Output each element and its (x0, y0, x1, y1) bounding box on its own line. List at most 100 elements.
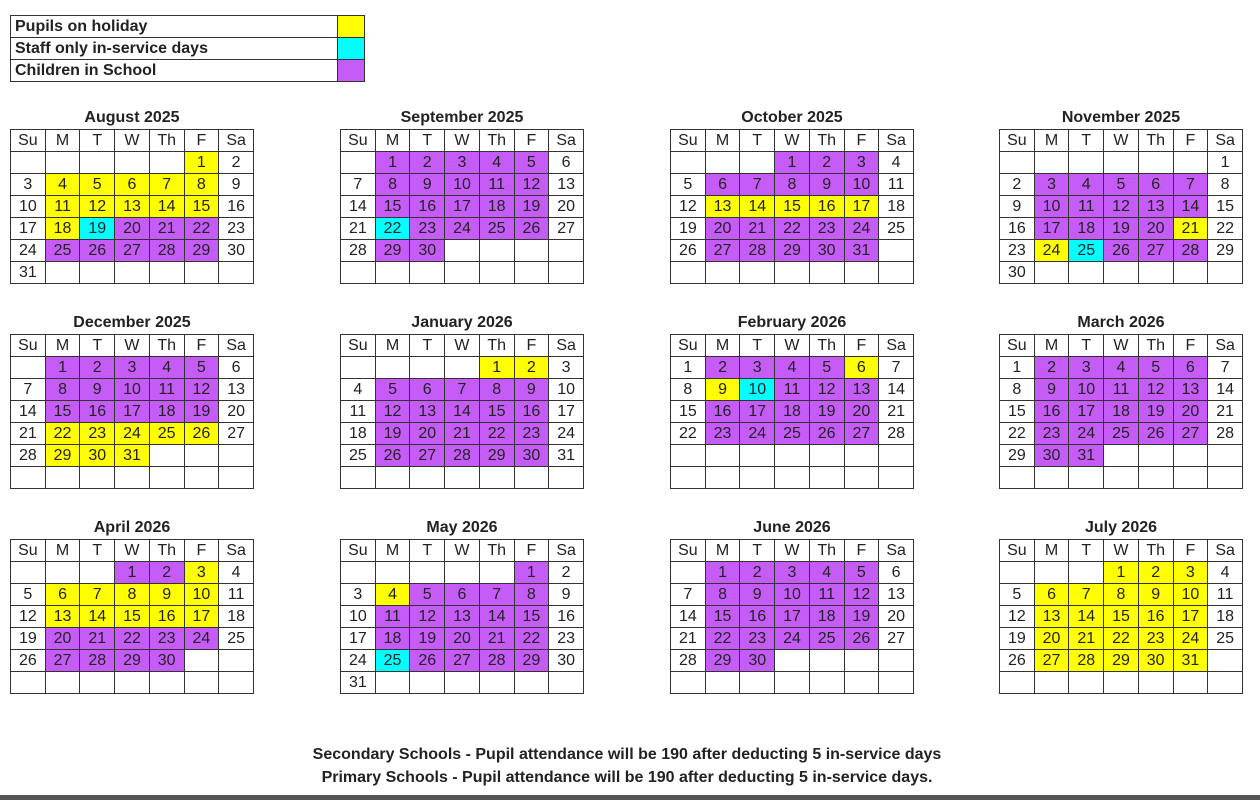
day-cell: 26 (808, 422, 845, 445)
week-row (670, 261, 914, 284)
day-cell: 3 (1172, 561, 1209, 584)
day-cell: 1 (114, 561, 150, 584)
day-cell: 15 (1207, 195, 1243, 218)
day-cell: 15 (999, 400, 1035, 423)
day-cell: 20 (704, 217, 741, 240)
day-cell: 17 (1033, 217, 1070, 240)
day-cell: 14 (1172, 195, 1209, 218)
weekday-header: Th (148, 539, 185, 562)
day-cell: 1 (774, 151, 810, 174)
empty-cell (999, 151, 1035, 174)
weekday-header: Su (670, 539, 706, 562)
week-row: 24 25 26 27 28 29 30 (340, 649, 584, 672)
empty-cell (10, 466, 46, 489)
empty-cell (739, 671, 776, 694)
day-cell: 28 (340, 239, 376, 262)
empty-cell (808, 466, 845, 489)
day-cell: 6 (704, 173, 741, 196)
day-cell: 28 (1068, 649, 1105, 672)
day-cell: 22 (704, 627, 741, 650)
month-grid: Su M T W Th F Sa 1 2 3 4 5 6 7 8 9 10 11 12 13 14 15 16 17 18 19 2… (670, 334, 914, 489)
day-cell: 9 (218, 173, 254, 196)
weekday-header: Th (478, 539, 515, 562)
day-cell: 25 (1103, 422, 1139, 445)
empty-cell (1068, 151, 1105, 174)
day-cell: 28 (878, 422, 914, 445)
day-cell: 18 (340, 422, 376, 445)
day-cell: 29 (374, 239, 411, 262)
day-cell: 17 (548, 400, 584, 423)
day-cell: 21 (10, 422, 46, 445)
day-cell: 4 (1207, 561, 1243, 584)
day-cell: 3 (1068, 356, 1105, 379)
empty-cell (1068, 261, 1105, 284)
weekday-header: W (774, 539, 810, 562)
weekday-header: Su (670, 334, 706, 357)
day-cell: 2 (218, 151, 254, 174)
empty-cell (409, 561, 446, 584)
weekday-header: Su (10, 539, 46, 562)
day-cell: 5 (183, 356, 220, 379)
empty-cell (10, 151, 46, 174)
day-cell: 16 (148, 605, 185, 628)
day-cell: 24 (340, 649, 376, 672)
weekday-header: Sa (1207, 539, 1243, 562)
day-cell: 19 (183, 400, 220, 423)
empty-cell (739, 444, 776, 467)
month-calendar: July 2026 Su M T W Th F Sa 1 2 3 4 5 6 7 8 9 10 11 12 13 14 15… (999, 517, 1243, 694)
day-cell: 19 (409, 627, 446, 650)
day-cell: 25 (808, 627, 845, 650)
day-cell: 22 (999, 422, 1035, 445)
week-row: 31 (340, 671, 584, 694)
day-cell: 15 (478, 400, 515, 423)
month-grid: Su M T W Th F Sa 1 2 3 4 5 6 7 8 9 10 11 12 13 14 15 16 17 18 19 2… (999, 129, 1243, 284)
empty-cell (999, 671, 1035, 694)
day-cell: 19 (374, 422, 411, 445)
week-row: 17 18 19 20 21 22 23 (10, 217, 254, 240)
day-cell: 13 (843, 378, 880, 401)
empty-cell (183, 671, 220, 694)
empty-cell (548, 261, 584, 284)
day-cell: 22 (513, 627, 550, 650)
day-cell: 21 (148, 217, 185, 240)
day-cell: 5 (670, 173, 706, 196)
empty-cell (670, 671, 706, 694)
day-cell: 17 (843, 195, 880, 218)
empty-cell (878, 261, 914, 284)
day-cell: 8 (114, 583, 150, 606)
week-row: 25 26 27 28 29 30 31 (340, 444, 584, 467)
day-cell: 25 (1068, 239, 1105, 262)
day-cell: 23 (79, 422, 116, 445)
day-cell: 25 (1207, 627, 1243, 650)
empty-cell (704, 261, 741, 284)
empty-cell (1033, 466, 1070, 489)
week-row: 24 25 26 27 28 29 30 (10, 239, 254, 262)
empty-cell (114, 671, 150, 694)
day-cell: 16 (409, 195, 446, 218)
day-cell: 19 (808, 400, 845, 423)
legend-row-school: Children in School (10, 59, 365, 82)
day-cell: 29 (999, 444, 1035, 467)
day-cell: 23 (148, 627, 185, 650)
day-cell: 17 (1068, 400, 1105, 423)
day-cell: 11 (44, 195, 81, 218)
weekday-header: Su (340, 334, 376, 357)
legend-label: Pupils on holiday (10, 15, 338, 38)
day-cell: 9 (739, 583, 776, 606)
weekday-header: W (774, 129, 810, 152)
month-calendar: January 2026 Su M T W Th F Sa 1 2 3 4 5 6 7 8 9 10 11 12 13 1… (340, 312, 584, 489)
weekday-header: T (1068, 539, 1105, 562)
day-cell: 17 (340, 627, 376, 650)
weekday-header: Sa (218, 539, 254, 562)
day-cell: 7 (478, 583, 515, 606)
legend-label: Children in School (10, 59, 338, 82)
day-cell: 2 (79, 356, 116, 379)
day-cell: 8 (1207, 173, 1243, 196)
day-cell: 8 (183, 173, 220, 196)
day-cell: 16 (548, 605, 584, 628)
empty-cell (1172, 261, 1209, 284)
day-cell: 18 (808, 605, 845, 628)
day-cell: 27 (704, 239, 741, 262)
weekday-header: M (44, 539, 81, 562)
